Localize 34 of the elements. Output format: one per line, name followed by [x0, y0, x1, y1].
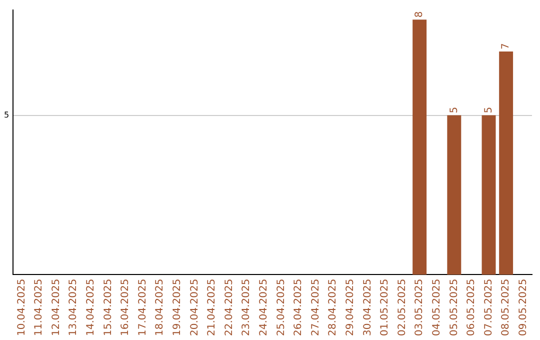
x-tick-label: 27.04.2025 [310, 278, 322, 336]
x-tick-label: 13.04.2025 [68, 278, 80, 336]
x-tick-label: 30.04.2025 [362, 278, 374, 336]
x-tick-label: 29.04.2025 [344, 278, 356, 336]
x-tick-label: 19.04.2025 [172, 278, 184, 336]
x-tick-label: 12.04.2025 [50, 278, 62, 336]
data-label: 8 [414, 11, 426, 18]
x-tick-label: 24.04.2025 [258, 278, 270, 336]
data-label: 5 [448, 106, 460, 114]
x-tick-label: 17.04.2025 [137, 278, 148, 336]
x-tick-label: 01.05.2025 [380, 278, 391, 336]
x-tick-label: 05.05.2025 [448, 278, 460, 336]
x-tick-label: 18.04.2025 [154, 278, 166, 336]
x-tick-label: 09.05.2025 [518, 278, 529, 336]
data-label: 7 [500, 43, 512, 50]
x-tick-label: 02.05.2025 [396, 278, 408, 336]
x-tick-label: 15.04.2025 [102, 278, 114, 336]
x-tick-label: 07.05.2025 [483, 278, 494, 336]
x-tick-label: 20.04.2025 [189, 278, 200, 336]
x-tick-label: 21.04.2025 [206, 278, 218, 336]
x-tick-label: 04.05.2025 [431, 278, 442, 336]
x-tick-label: 16.04.2025 [120, 278, 132, 336]
x-tick-label: 11.04.2025 [34, 278, 45, 336]
x-tick-label: 03.05.2025 [414, 278, 426, 336]
x-tick-label: 23.04.2025 [241, 278, 252, 336]
x-tick-label: 25.04.2025 [276, 278, 287, 336]
x-tick-label: 26.04.2025 [293, 278, 304, 336]
x-tick-label: 14.04.2025 [86, 278, 97, 336]
data-label: 5 [483, 106, 494, 114]
x-tick-label: 10.04.2025 [16, 278, 28, 336]
x-tick-label: 22.04.2025 [224, 278, 235, 336]
x-tick-label: 28.04.2025 [328, 278, 339, 336]
x-tick-label: 06.05.2025 [466, 278, 478, 336]
x-tick-label: 08.05.2025 [500, 278, 512, 336]
